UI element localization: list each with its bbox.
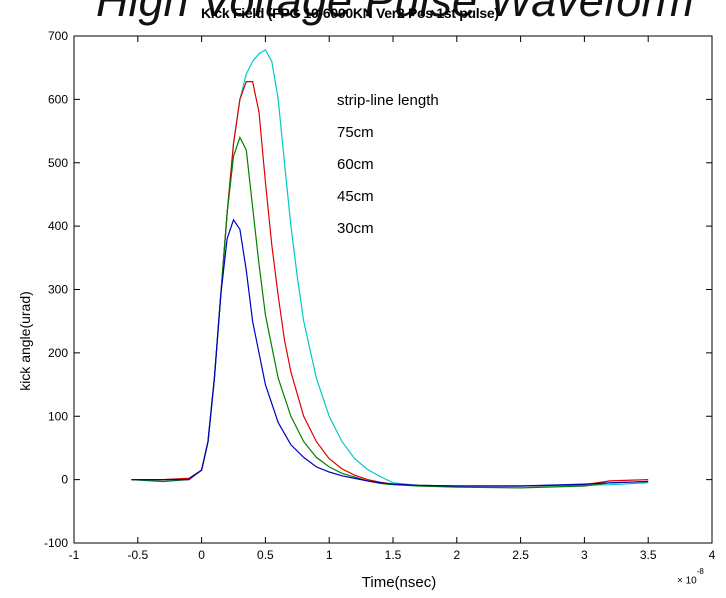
annotation-45cm: 45cm	[337, 188, 374, 205]
series-line-4	[131, 218, 649, 487]
y-tick-label: 600	[48, 92, 68, 106]
annotation-30cm: 30cm	[337, 220, 374, 237]
annotation-strip-line-length: strip-line length	[337, 92, 439, 109]
x-axis-multiplier: × 10-8	[677, 567, 704, 587]
y-tick-label: 200	[48, 346, 68, 360]
x-multiplier-exponent: -8	[696, 567, 704, 576]
x-tick-label: 2	[453, 548, 460, 562]
y-tick-label: 100	[48, 409, 68, 423]
x-tick-label: 4	[709, 548, 716, 562]
annotation-75cm: 75cm	[337, 124, 374, 141]
series-line-1	[131, 49, 649, 487]
x-tick-label: 1	[326, 548, 333, 562]
x-tick-label: 3.5	[640, 548, 657, 562]
annotation-60cm: 60cm	[337, 156, 374, 173]
x-tick-label: 3	[581, 548, 588, 562]
x-tick-label: -1	[69, 548, 80, 562]
x-tick-label: 0.5	[257, 548, 274, 562]
y-axis-label: kick angle(urad)	[17, 291, 33, 391]
series-layer	[131, 49, 649, 489]
x-multiplier-base: × 10	[677, 575, 697, 587]
y-tick-label: 300	[48, 283, 68, 297]
axis-layer: -1 -0.5 0 0.5 1 1.5 2 2.5 3 3.5 4 -100 0 100 200 300 400…	[44, 29, 716, 562]
y-tick-label: -100	[44, 536, 68, 550]
y-tick-label: 0	[61, 473, 68, 487]
chart-title: Kick Field (FPG 10-6000KN Ver2 Pos 1st p…	[201, 5, 499, 21]
x-tick-label: 2.5	[512, 548, 529, 562]
plot-frame	[73, 35, 713, 544]
x-tick-label: 0	[198, 548, 205, 562]
x-tick-label: -0.5	[127, 548, 148, 562]
y-tick-label: 400	[48, 219, 68, 233]
y-tick-label: 500	[48, 156, 68, 170]
x-tick-label: 1.5	[385, 548, 402, 562]
x-axis-label: Time(nsec)	[361, 574, 437, 591]
overlay-title: High Voltage Pulse Waveform	[96, 0, 694, 26]
y-tick-label: 700	[48, 29, 68, 43]
series-line-2	[131, 81, 649, 487]
